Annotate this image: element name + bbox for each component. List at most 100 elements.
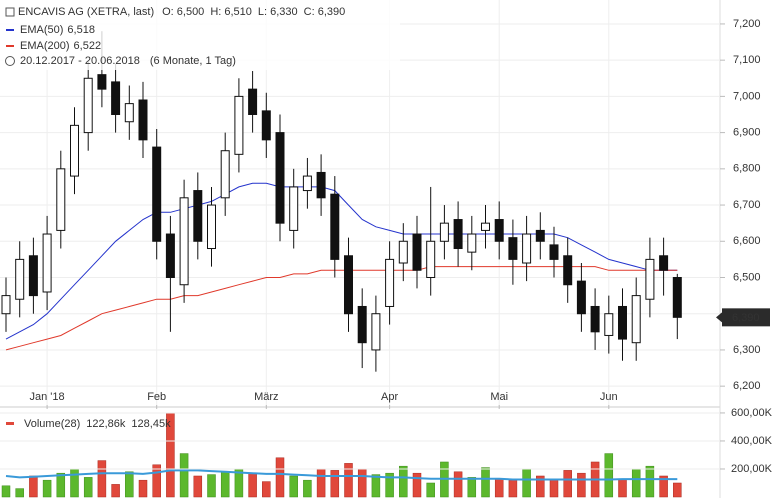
chart-title: ENCAVIS AG (XETRA, last): [18, 6, 154, 18]
volume-bar: [604, 453, 614, 498]
period-note: (6 Monate, 1 Tag): [150, 55, 236, 67]
volume-bar: [330, 470, 340, 498]
candle-body: [398, 240, 408, 264]
y-tick-label: 400,00K: [731, 435, 773, 447]
volume-bar: [29, 475, 38, 498]
candle-body: [659, 255, 669, 271]
candle-body: [138, 99, 148, 141]
volume-bar: [453, 471, 463, 498]
legend-swatch: [6, 29, 14, 31]
y-tick-label: 7,200: [733, 18, 761, 30]
candle-body: [330, 193, 340, 260]
candle-body: [1, 295, 11, 315]
volume-bar: [494, 478, 504, 498]
volume-bar: [577, 472, 586, 498]
candle-body: [56, 168, 66, 231]
candle-body: [111, 81, 121, 115]
volume-bar: [645, 465, 655, 498]
legend-label: EMA(50): [20, 24, 63, 36]
candle-body: [207, 204, 216, 250]
candle-body: [549, 244, 559, 260]
price-marker: [722, 308, 770, 327]
candle-body: [426, 240, 436, 278]
volume-bar: [207, 474, 216, 498]
candle-body: [289, 186, 299, 231]
x-tick-label: Mai: [490, 391, 508, 403]
volume-bar: [138, 479, 148, 498]
volume-bar: [248, 472, 257, 498]
candle-body: [371, 313, 381, 351]
volume-bar: [357, 468, 367, 498]
y-tick-label: 200,00K: [731, 463, 773, 475]
candle-body: [15, 258, 25, 300]
x-tick-label: Feb: [147, 391, 166, 403]
volume-bar: [289, 475, 298, 498]
y-tick-label: 6,900: [733, 127, 761, 139]
y-tick-label: 6,300: [733, 344, 761, 356]
candle-body: [604, 313, 614, 336]
y-tick-label: 6,600: [733, 235, 761, 247]
ohlc-label: O: 6,500: [162, 6, 204, 18]
candle-body: [522, 233, 532, 264]
volume-bar: [262, 481, 271, 498]
candle-body: [42, 233, 52, 293]
y-tick-label: 6,200: [733, 380, 761, 392]
volume-bar: [193, 475, 203, 498]
legend-swatch: [6, 422, 14, 425]
candle-body: [97, 74, 107, 90]
candle-body: [179, 197, 189, 286]
y-tick-label: 7,100: [733, 54, 761, 66]
y-tick-label: 6,500: [733, 271, 761, 283]
volume-bar: [1, 485, 11, 498]
candle-body: [275, 132, 285, 224]
volume-bar: [508, 479, 518, 498]
x-tick-label: Apr: [381, 391, 398, 403]
candle-body: [590, 305, 600, 333]
volume-bar: [125, 471, 134, 498]
volume-bar: [618, 478, 627, 498]
volume-bar: [467, 477, 477, 498]
candle-body: [453, 219, 463, 250]
volume-bar: [673, 482, 682, 498]
candle-body: [70, 124, 79, 177]
y-tick-label: 600,00K: [731, 407, 773, 419]
header-icon: [5, 7, 15, 17]
volume-bar: [631, 468, 641, 498]
candle-body: [165, 233, 175, 278]
candle-body: [248, 88, 258, 115]
candle-body: [316, 171, 326, 199]
volume-bar: [536, 475, 545, 498]
volume-bar: [549, 479, 559, 498]
volume-bar: [15, 488, 24, 498]
period-label: 20.12.2017 - 20.06.2018: [20, 55, 140, 67]
volume-average-line: [5, 469, 678, 481]
candle-body: [385, 258, 395, 307]
candle-body: [535, 229, 545, 242]
legend-value: 122,86k: [86, 418, 126, 430]
volume-bar: [111, 484, 120, 498]
price-marker-label: 6,390: [732, 312, 760, 324]
candle-body: [576, 280, 586, 315]
y-tick-label: 7,000: [733, 90, 761, 102]
volume-bar: [385, 472, 394, 498]
candle-body: [261, 110, 271, 141]
volume-bar: [659, 475, 668, 498]
ohlc-label: L: 6,330: [258, 6, 298, 18]
volume-bar: [399, 465, 408, 498]
candle-body: [563, 255, 573, 286]
volume-bar: [83, 477, 93, 498]
candle-body: [344, 255, 353, 315]
x-tick-label: Jun: [600, 391, 618, 403]
volume-bar: [70, 468, 79, 498]
volume-bar: [152, 464, 161, 498]
candle-body: [357, 305, 367, 344]
candle-body: [193, 190, 203, 242]
volume-bar: [42, 479, 52, 498]
legend-value: 6,522: [74, 40, 102, 52]
candle-body: [481, 222, 490, 231]
candle-body: [28, 255, 38, 297]
y-tick-label: 6,700: [733, 199, 761, 211]
volume-bar: [220, 471, 230, 498]
volume-bar: [179, 453, 189, 498]
